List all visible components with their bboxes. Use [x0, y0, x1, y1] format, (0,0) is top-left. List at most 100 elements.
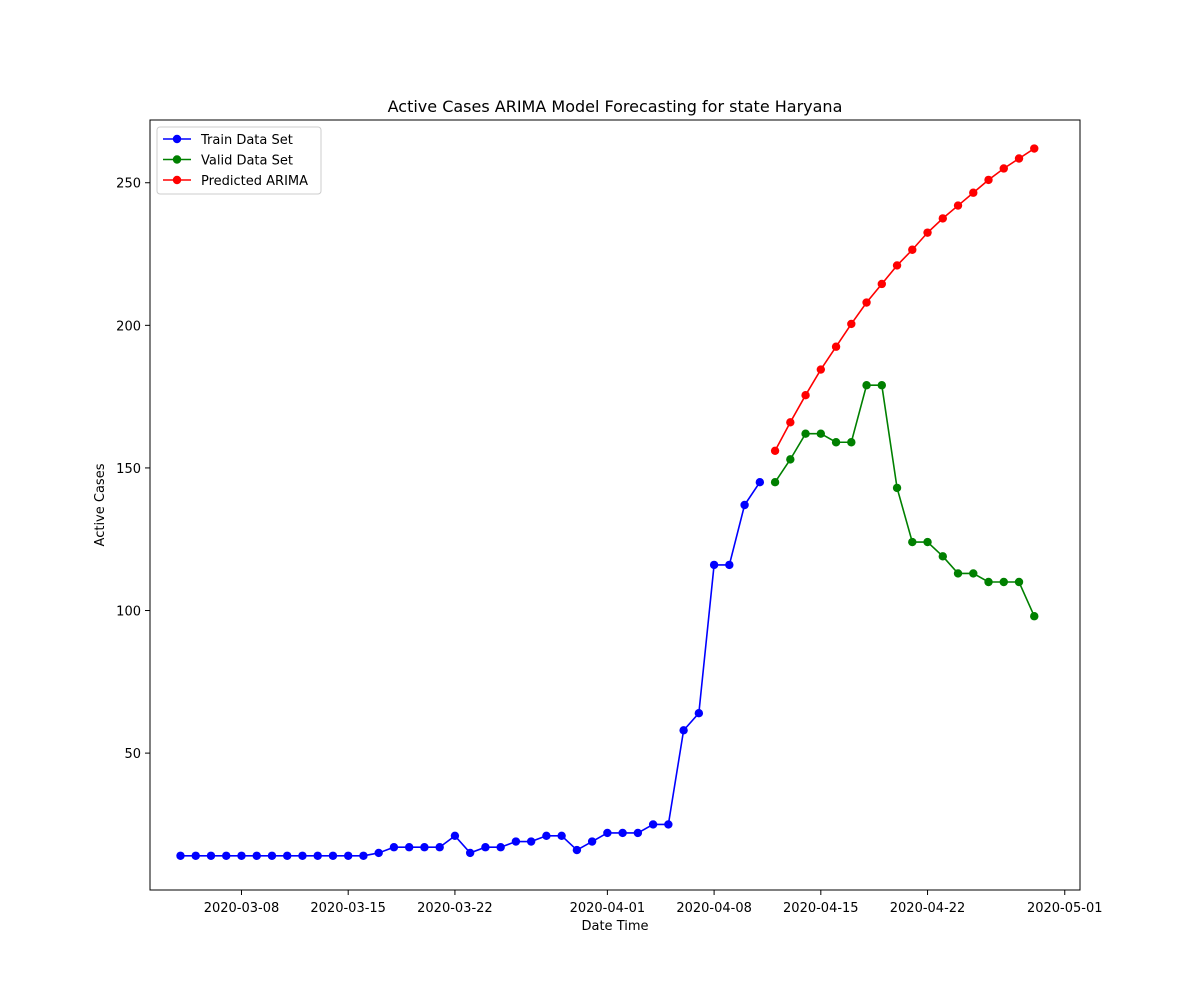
y-tick-label: 200 [116, 319, 141, 334]
x-tick-label: 2020-04-15 [783, 901, 859, 916]
y-axis-label: Active Cases [93, 463, 108, 546]
data-point-train-data-set [679, 726, 688, 735]
data-point-train-data-set [587, 837, 597, 846]
series-valid-data-set [770, 381, 1039, 621]
data-point-predicted-arima [999, 164, 1008, 173]
data-point-train-data-set [496, 843, 505, 852]
data-point-predicted-arima [877, 279, 886, 289]
data-point-train-data-set [557, 831, 566, 841]
data-point-train-data-set [267, 851, 277, 860]
data-point-predicted-arima [908, 245, 917, 254]
data-point-train-data-set [465, 848, 475, 858]
data-point-train-data-set [191, 851, 200, 860]
chart-title: Active Cases ARIMA Model Forecasting for… [388, 97, 843, 116]
y-tick-label: 50 [124, 747, 141, 762]
data-point-valid-data-set [770, 477, 780, 487]
y-axis: 50 100 150 200 250 [116, 177, 150, 762]
legend-item-valid-data-set: Valid Data Set [163, 154, 293, 169]
data-point-train-data-set [450, 831, 460, 841]
data-point-valid-data-set [801, 429, 810, 438]
data-point-train-data-set [313, 851, 322, 860]
series-layer [176, 144, 1039, 860]
data-point-valid-data-set [816, 429, 826, 438]
x-tick-label: 2020-04-01 [570, 901, 646, 916]
data-point-train-data-set [252, 851, 261, 860]
data-point-train-data-set [542, 831, 551, 841]
legend-label: Train Data Set [200, 133, 293, 148]
data-point-train-data-set [664, 820, 673, 829]
legend-box [156, 126, 322, 195]
series-train-data-set [176, 477, 765, 860]
data-point-train-data-set [648, 820, 658, 829]
data-point-predicted-arima [816, 365, 826, 374]
data-point-valid-data-set [984, 577, 993, 587]
data-point-train-data-set [526, 837, 536, 846]
data-point-train-data-set [481, 843, 490, 852]
data-point-train-data-set [374, 848, 383, 858]
data-point-valid-data-set [938, 552, 947, 561]
data-point-valid-data-set [786, 455, 795, 464]
data-point-predicted-arima [1014, 154, 1024, 163]
data-point-valid-data-set [969, 569, 978, 578]
data-point-valid-data-set [999, 577, 1008, 587]
data-point-valid-data-set [1030, 612, 1039, 621]
data-point-predicted-arima [847, 319, 856, 329]
data-point-train-data-set [725, 560, 734, 570]
data-point-valid-data-set [953, 569, 963, 578]
data-point-predicted-arima [938, 214, 947, 223]
legend-label: Predicted ARIMA [201, 174, 308, 189]
legend: Train Data Set Valid Data Set Predicted AR… [156, 126, 322, 195]
data-point-predicted-arima [969, 188, 978, 197]
data-point-train-data-set [389, 843, 399, 852]
data-point-train-data-set [618, 828, 627, 838]
x-tick-label: 2020-03-08 [204, 901, 280, 916]
data-point-predicted-arima [862, 298, 871, 307]
data-point-train-data-set [298, 851, 307, 860]
data-point-train-data-set [633, 828, 643, 838]
data-point-train-data-set [176, 851, 185, 860]
data-point-train-data-set [435, 843, 444, 852]
data-point-train-data-set [740, 500, 749, 510]
data-point-valid-data-set [923, 537, 932, 547]
data-point-train-data-set [237, 851, 246, 860]
data-point-valid-data-set [908, 537, 917, 547]
data-point-predicted-arima [1030, 144, 1039, 153]
legend-swatch-marker [172, 155, 182, 164]
data-point-predicted-arima [953, 201, 963, 210]
data-point-train-data-set [344, 851, 353, 860]
data-point-valid-data-set [892, 483, 902, 493]
data-point-predicted-arima [984, 175, 993, 185]
data-point-train-data-set [694, 708, 704, 718]
legend-label: Valid Data Set [201, 154, 293, 169]
plot-frame [149, 119, 1081, 891]
legend-item-train-data-set: Train Data Set [163, 133, 293, 148]
data-point-train-data-set [755, 477, 765, 487]
data-point-predicted-arima [786, 418, 795, 427]
y-tick-label: 250 [116, 177, 141, 192]
x-tick-label: 2020-05-01 [1027, 901, 1103, 916]
x-tick-label: 2020-04-08 [676, 901, 752, 916]
data-point-predicted-arima [892, 261, 902, 270]
y-tick-label: 100 [116, 605, 141, 620]
legend-swatch-marker [172, 175, 182, 185]
data-point-valid-data-set [847, 438, 856, 447]
data-point-valid-data-set [862, 381, 871, 390]
data-point-valid-data-set [877, 381, 886, 390]
legend-swatch-marker [172, 134, 182, 144]
data-point-train-data-set [206, 851, 216, 860]
data-point-train-data-set [359, 851, 368, 860]
data-point-train-data-set [283, 851, 292, 860]
series-predicted-arima [770, 144, 1039, 456]
y-tick-label: 150 [116, 462, 141, 477]
data-point-train-data-set [404, 843, 414, 852]
data-point-train-data-set [222, 851, 231, 860]
data-point-predicted-arima [923, 228, 932, 237]
data-point-predicted-arima [801, 391, 810, 400]
x-tick-label: 2020-03-22 [417, 901, 493, 916]
data-point-train-data-set [420, 843, 429, 852]
data-point-train-data-set [572, 845, 582, 855]
data-point-train-data-set [603, 828, 612, 838]
x-tick-label: 2020-04-22 [890, 901, 966, 916]
data-point-predicted-arima [770, 446, 780, 456]
